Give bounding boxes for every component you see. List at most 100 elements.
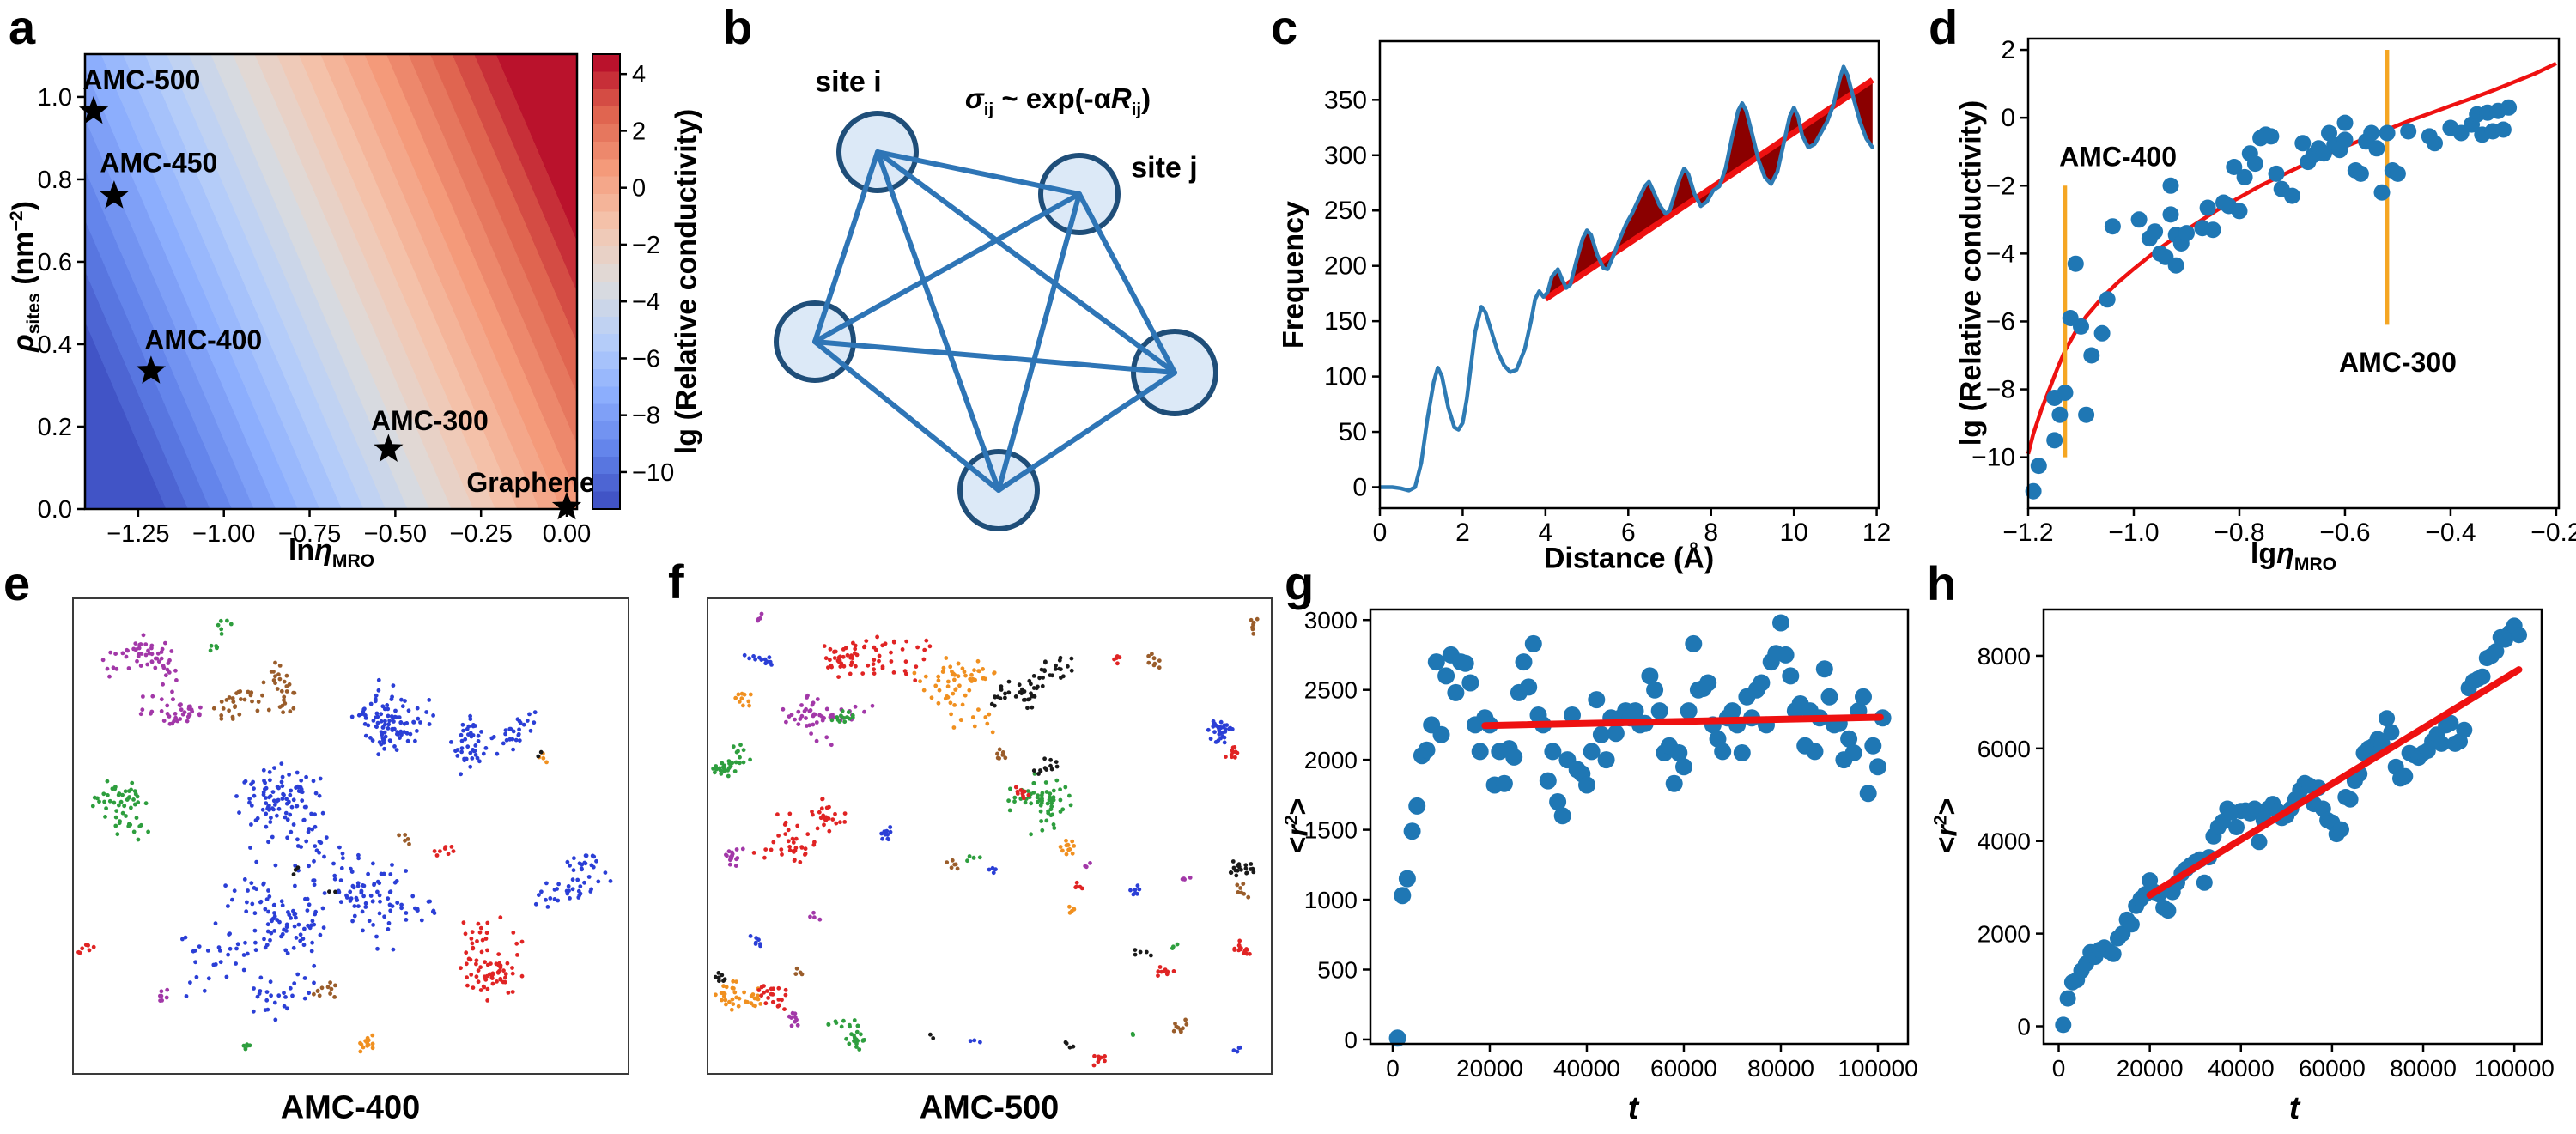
cluster-point: [1006, 679, 1012, 684]
cluster-point: [241, 953, 246, 957]
point: [2199, 199, 2216, 216]
cluster-point: [371, 861, 375, 866]
cluster-point: [341, 856, 345, 861]
cluster-point: [748, 692, 753, 697]
x-tick-label: −1.25: [106, 520, 169, 548]
cluster-point: [215, 645, 220, 650]
cluster-point: [302, 976, 307, 980]
cluster-point: [1206, 727, 1211, 732]
cluster-point: [826, 665, 830, 670]
cluster-point: [790, 836, 795, 841]
point: [2123, 916, 2140, 933]
cluster-point: [87, 948, 92, 953]
cluster-point: [495, 979, 499, 984]
panel-letter-b: b: [723, 0, 753, 54]
point: [1539, 772, 1557, 790]
cluster-point: [141, 633, 146, 638]
cluster-point: [513, 737, 519, 743]
cluster-point: [537, 893, 541, 897]
cluster-point: [922, 647, 927, 652]
y-tick-label: 0: [2001, 104, 2015, 132]
cluster-point: [762, 990, 766, 995]
cluster-point: [812, 915, 817, 920]
point: [1815, 660, 1833, 678]
cluster-point: [1249, 862, 1254, 866]
cluster-point: [904, 639, 909, 644]
cluster-point: [945, 684, 951, 689]
cluster-point: [815, 826, 820, 831]
cluster-point: [405, 837, 410, 841]
cluster-point: [955, 866, 960, 871]
cluster-point: [714, 767, 720, 772]
cluster-point: [459, 738, 465, 743]
cluster-point: [262, 937, 266, 942]
cluster-point: [265, 922, 270, 927]
cluster-point: [268, 979, 273, 985]
cluster-point: [1157, 658, 1162, 663]
cluster-point: [460, 722, 465, 727]
cluster-point: [283, 815, 288, 820]
point: [1820, 688, 1838, 706]
cluster-point: [817, 917, 823, 922]
cluster-point: [1048, 791, 1053, 796]
cluster-point: [969, 679, 974, 683]
cluster-point: [1006, 690, 1012, 695]
cluster-point: [217, 949, 222, 953]
cluster-point: [732, 990, 738, 995]
cluster-point: [941, 665, 946, 670]
cluster-point: [501, 741, 506, 746]
cluster-point: [928, 1032, 933, 1037]
cluster-point: [883, 832, 888, 837]
cluster-point: [809, 731, 813, 736]
cluster-point: [959, 718, 963, 723]
cluster-point: [288, 812, 293, 817]
point: [1859, 785, 1877, 803]
cluster-point: [565, 891, 570, 896]
cluster-point: [1255, 616, 1260, 622]
cluster-point: [380, 704, 386, 709]
cluster-point: [714, 992, 718, 998]
cluster-point: [1244, 951, 1249, 956]
point: [2433, 735, 2450, 752]
cluster-point: [1222, 723, 1227, 728]
cluster-point: [1070, 851, 1075, 856]
cluster-point: [272, 803, 277, 807]
cluster-point: [268, 778, 272, 783]
cluster-point: [852, 1018, 857, 1022]
cluster-point: [990, 865, 995, 870]
cluster-point: [173, 712, 178, 716]
cluster-point: [888, 829, 893, 834]
cluster-point: [765, 989, 769, 993]
cluster-point: [948, 664, 953, 670]
cluster-point: [1242, 949, 1248, 954]
cluster-point: [970, 715, 975, 719]
cluster-point: [517, 738, 522, 743]
cluster-point: [720, 998, 724, 1003]
cluster-point: [277, 676, 283, 682]
cluster-point: [120, 810, 125, 816]
point: [1520, 678, 1538, 696]
panel-letter-h: h: [1927, 556, 1957, 610]
cluster-point: [811, 713, 816, 719]
cluster-point: [1133, 948, 1138, 952]
cluster-point: [193, 960, 198, 965]
panel-h: 0 20000 40000 60000 80000 1000000200040006000…: [1978, 608, 2555, 1082]
cluster-point: [1040, 798, 1044, 804]
cluster-point: [963, 673, 968, 678]
fit-line: [1481, 713, 1884, 730]
cluster-point: [149, 711, 153, 716]
cluster-point: [853, 651, 857, 656]
cluster-point: [273, 660, 277, 665]
cluster-point: [131, 797, 136, 802]
cluster-point: [1041, 676, 1045, 680]
y-tick-label: 150: [1324, 307, 1367, 336]
cluster-point: [829, 718, 835, 723]
cluster-point: [748, 934, 753, 938]
cluster-point: [219, 632, 224, 636]
cluster-point: [294, 915, 298, 920]
cluster-point: [269, 993, 273, 998]
cluster-point: [388, 738, 393, 743]
point: [1394, 887, 1412, 905]
cluster-point: [312, 963, 317, 968]
cluster-point: [288, 709, 293, 714]
